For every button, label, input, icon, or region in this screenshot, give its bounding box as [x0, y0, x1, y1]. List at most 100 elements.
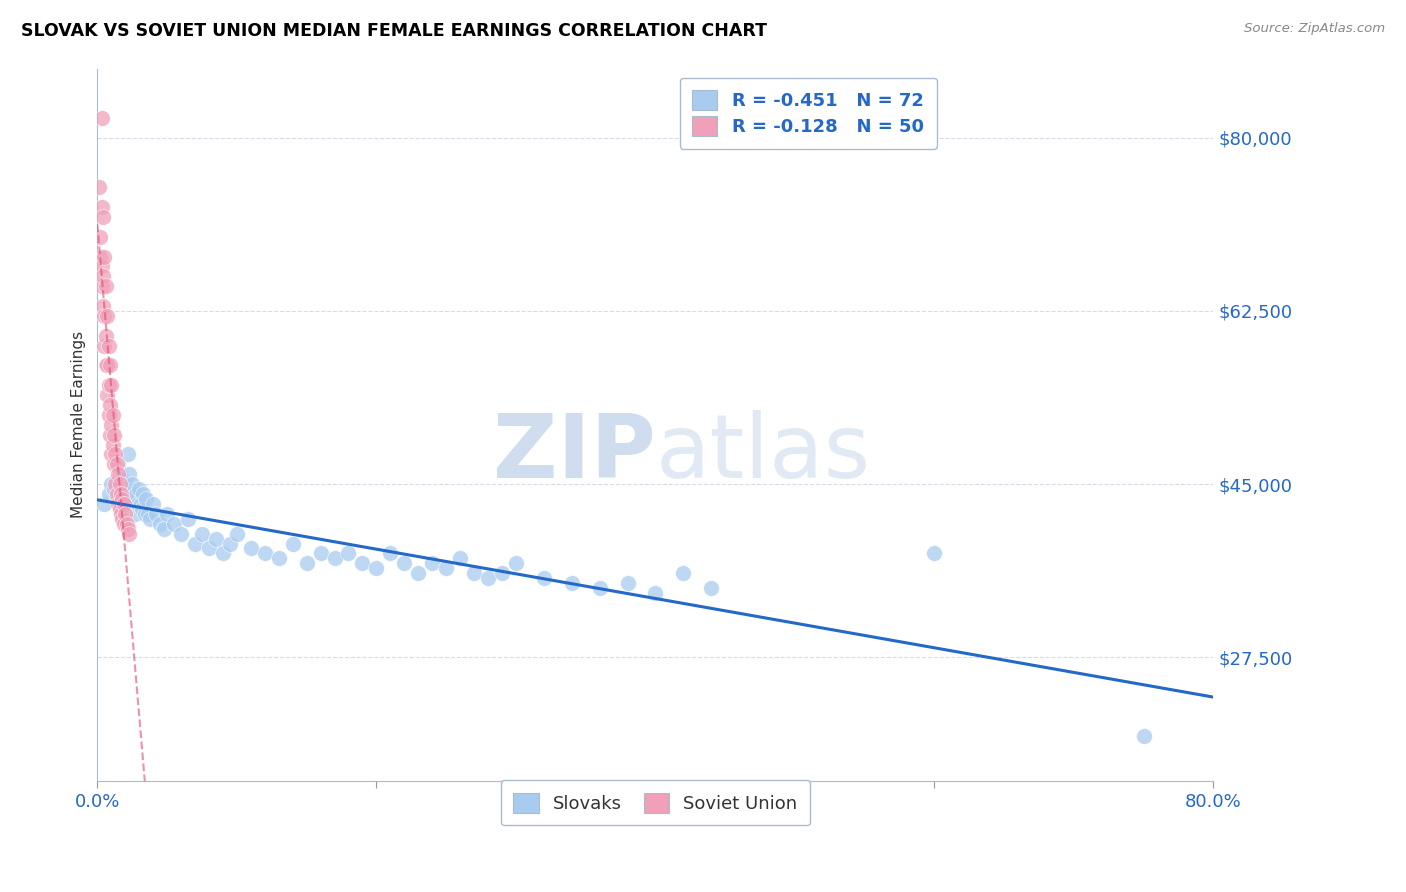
Point: [145, 507, 167, 521]
Point: [112, 516, 135, 531]
Point: [477, 571, 499, 585]
Point: [91, 210, 114, 224]
Point: [117, 447, 139, 461]
Point: [108, 501, 131, 516]
Point: [212, 546, 235, 560]
Point: [505, 556, 527, 570]
Point: [124, 507, 146, 521]
Point: [93, 309, 115, 323]
Point: [219, 536, 242, 550]
Point: [135, 491, 157, 506]
Point: [104, 447, 127, 461]
Point: [96, 309, 118, 323]
Point: [90, 200, 112, 214]
Point: [107, 497, 129, 511]
Point: [91, 269, 114, 284]
Point: [108, 467, 131, 482]
Point: [380, 546, 402, 560]
Point: [100, 378, 122, 392]
Point: [89, 250, 111, 264]
Point: [100, 447, 122, 461]
Point: [107, 467, 129, 482]
Point: [128, 482, 150, 496]
Point: [114, 507, 136, 521]
Point: [1132, 730, 1154, 744]
Point: [110, 472, 132, 486]
Point: [434, 561, 457, 575]
Point: [115, 516, 138, 531]
Text: ZIP: ZIP: [492, 409, 655, 497]
Point: [101, 437, 124, 451]
Point: [121, 477, 143, 491]
Point: [90, 111, 112, 125]
Point: [105, 458, 128, 472]
Point: [700, 581, 723, 595]
Point: [394, 556, 416, 570]
Point: [644, 586, 666, 600]
Point: [337, 546, 360, 560]
Text: Source: ZipAtlas.com: Source: ZipAtlas.com: [1244, 22, 1385, 36]
Point: [142, 497, 165, 511]
Point: [120, 497, 142, 511]
Point: [111, 487, 134, 501]
Point: [136, 507, 159, 521]
Point: [105, 491, 128, 506]
Point: [110, 487, 132, 501]
Point: [97, 378, 120, 392]
Point: [406, 566, 429, 581]
Point: [125, 487, 148, 501]
Legend: Slovaks, Soviet Union: Slovaks, Soviet Union: [501, 780, 810, 825]
Point: [198, 541, 221, 556]
Point: [105, 487, 128, 501]
Point: [132, 487, 155, 501]
Point: [98, 427, 121, 442]
Point: [616, 576, 638, 591]
Point: [139, 512, 162, 526]
Point: [103, 427, 125, 442]
Point: [93, 250, 115, 264]
Point: [366, 561, 388, 575]
Point: [111, 512, 134, 526]
Point: [90, 260, 112, 274]
Point: [177, 512, 200, 526]
Point: [107, 458, 129, 472]
Point: [281, 536, 304, 550]
Point: [91, 299, 114, 313]
Point: [131, 501, 153, 516]
Point: [129, 497, 152, 511]
Point: [323, 551, 346, 566]
Point: [97, 338, 120, 352]
Point: [225, 526, 247, 541]
Point: [93, 338, 115, 352]
Point: [156, 507, 179, 521]
Text: atlas: atlas: [655, 409, 870, 497]
Text: SLOVAK VS SOVIET UNION MEDIAN FEMALE EARNINGS CORRELATION CHART: SLOVAK VS SOVIET UNION MEDIAN FEMALE EAR…: [21, 22, 768, 40]
Point: [97, 408, 120, 422]
Point: [295, 556, 318, 570]
Point: [110, 507, 132, 521]
Point: [463, 566, 485, 581]
Point: [267, 551, 290, 566]
Point: [94, 279, 117, 293]
Point: [98, 359, 121, 373]
Point: [103, 458, 125, 472]
Point: [163, 516, 186, 531]
Point: [114, 477, 136, 491]
Point: [98, 398, 121, 412]
Y-axis label: Median Female Earnings: Median Female Earnings: [72, 331, 86, 518]
Point: [111, 491, 134, 506]
Point: [118, 526, 141, 541]
Point: [239, 541, 262, 556]
Point: [97, 487, 120, 501]
Point: [588, 581, 610, 595]
Point: [112, 497, 135, 511]
Point: [108, 477, 131, 491]
Point: [103, 482, 125, 496]
Point: [118, 467, 141, 482]
Point: [449, 551, 471, 566]
Point: [253, 546, 276, 560]
Point: [94, 328, 117, 343]
Point: [184, 536, 207, 550]
Point: [115, 487, 138, 501]
Point: [533, 571, 555, 585]
